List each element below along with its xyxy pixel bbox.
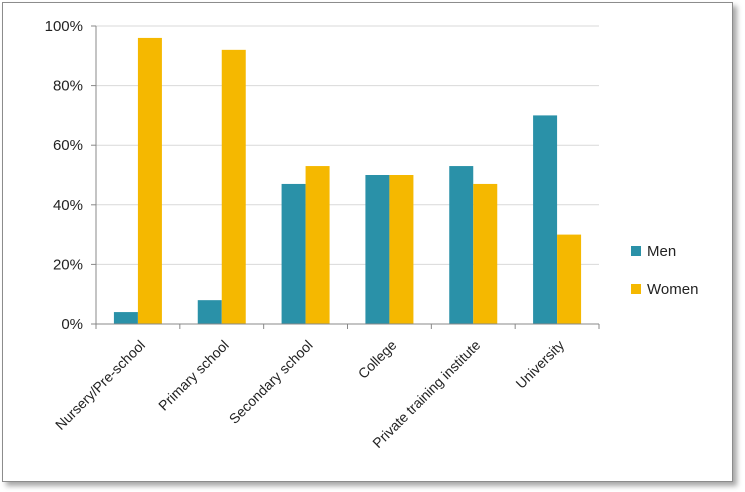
bar-men-nursery-pre-school <box>113 312 138 324</box>
x-category-label: University <box>512 337 567 392</box>
legend-swatch-women <box>631 284 641 294</box>
bar-women-nursery-pre-school <box>137 37 162 325</box>
x-category-label: Nursery/Pre-school <box>52 337 148 433</box>
y-axis-ticks: 0% 20% 40% 60% 80% 100% <box>45 18 96 333</box>
bar-women-college <box>389 175 414 324</box>
x-axis-category-labels: Nursery/Pre-school Primary schoolSecondar… <box>52 337 567 451</box>
x-category-label: College <box>355 337 400 382</box>
bar-men-primary-school <box>197 300 222 324</box>
x-axis-ticks <box>95 324 600 329</box>
y-tick-label: 80% <box>53 78 83 95</box>
y-tick-label: 0% <box>61 316 83 333</box>
bar-men-secondary-school <box>281 183 306 324</box>
bar-men-private-training-institute <box>449 166 474 324</box>
bar-women-university <box>557 234 582 324</box>
bar-women-private-training-institute <box>473 183 498 324</box>
bar-men-university <box>533 115 558 325</box>
legend: Men Women <box>631 243 698 298</box>
bar-women-secondary-school <box>305 166 330 324</box>
legend-label-women: Women <box>647 281 698 298</box>
y-tick-label: 40% <box>53 197 83 214</box>
y-tick-label: 60% <box>53 137 83 154</box>
legend-swatch-men <box>631 246 641 256</box>
bar-men-college <box>365 175 390 324</box>
legend-label-men: Men <box>647 243 676 260</box>
x-category-label: Secondary school <box>226 337 316 427</box>
x-category-label: Primary school <box>155 337 232 414</box>
gridlines <box>96 25 599 265</box>
y-tick-label: 20% <box>53 256 83 273</box>
y-tick-label: 100% <box>45 18 83 35</box>
bars <box>113 37 582 325</box>
bar-women-primary-school <box>221 49 246 325</box>
